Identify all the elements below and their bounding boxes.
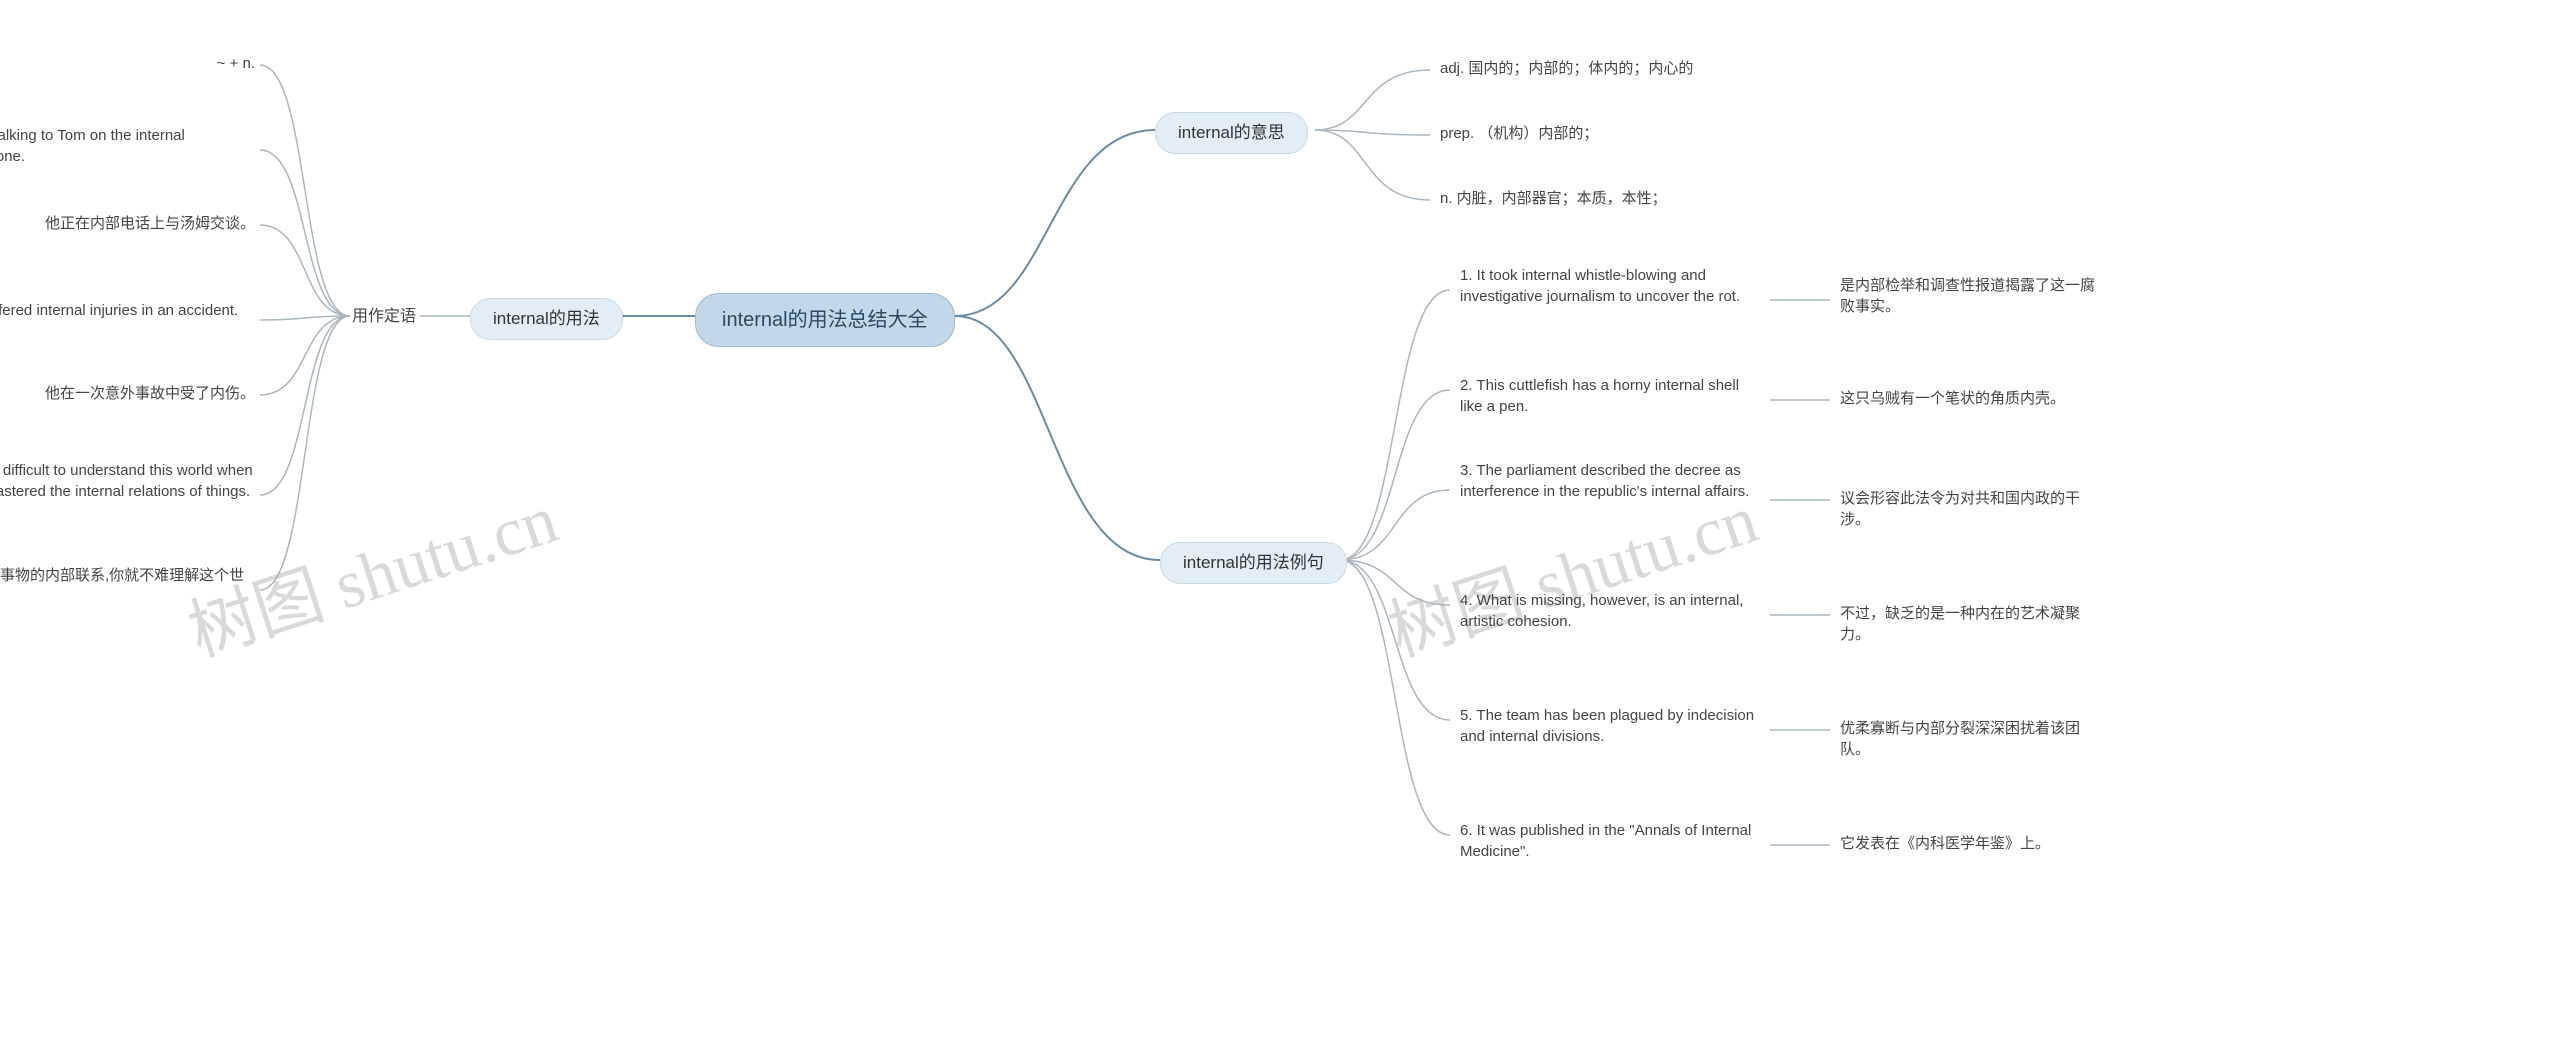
usage-item: 他正在内部电话上与汤姆交谈。 bbox=[20, 213, 255, 234]
example-en: 5. The team has been plagued by indecisi… bbox=[1460, 705, 1760, 747]
usage-item: 他在一次意外事故中受了内伤。 bbox=[40, 383, 255, 404]
example-zh: 不过，缺乏的是一种内在的艺术凝聚力。 bbox=[1840, 603, 2100, 645]
example-en: 6. It was published in the "Annals of In… bbox=[1460, 820, 1760, 862]
usage-item: 掌握了事物的内部联系,你就不难理解这个世界。 bbox=[0, 565, 255, 607]
example-zh: 是内部检举和调查性报道揭露了这一腐败事实。 bbox=[1840, 275, 2100, 317]
example-en: 3. The parliament described the decree a… bbox=[1460, 460, 1760, 502]
usage-item: He suffered internal injuries in an acci… bbox=[0, 300, 255, 321]
example-zh: 它发表在《内科医学年鉴》上。 bbox=[1840, 833, 2100, 854]
meaning-item: n. 内脏，内部器官；本质，本性； bbox=[1440, 188, 1667, 209]
example-zh: 议会形容此法令为对共和国内政的干涉。 bbox=[1840, 488, 2100, 530]
usage-item: He is talking to Tom on the internal tel… bbox=[0, 125, 255, 167]
root-node[interactable]: internal的用法总结大全 bbox=[695, 293, 955, 347]
meaning-item: adj. 国内的；内部的；体内的；内心的 bbox=[1440, 58, 1693, 79]
branch-examples[interactable]: internal的用法例句 bbox=[1160, 542, 1347, 584]
branch-usage[interactable]: internal的用法 bbox=[470, 298, 623, 340]
example-en: 2. This cuttlefish has a horny internal … bbox=[1460, 375, 1760, 417]
meaning-item: prep. （机构）内部的； bbox=[1440, 123, 1598, 144]
usage-item: It's not difficult to understand this wo… bbox=[0, 460, 255, 502]
example-en: 1. It took internal whistle-blowing and … bbox=[1460, 265, 1760, 307]
example-zh: 这只乌贼有一个笔状的角质内壳。 bbox=[1840, 388, 2100, 409]
usage-item: ~ + n. bbox=[160, 53, 255, 74]
connector-layer bbox=[0, 0, 2560, 1044]
usage-mid: 用作定语 bbox=[352, 306, 416, 328]
example-zh: 优柔寡断与内部分裂深深困扰着该团队。 bbox=[1840, 718, 2100, 760]
branch-meaning[interactable]: internal的意思 bbox=[1155, 112, 1308, 154]
example-en: 4. What is missing, however, is an inter… bbox=[1460, 590, 1760, 632]
